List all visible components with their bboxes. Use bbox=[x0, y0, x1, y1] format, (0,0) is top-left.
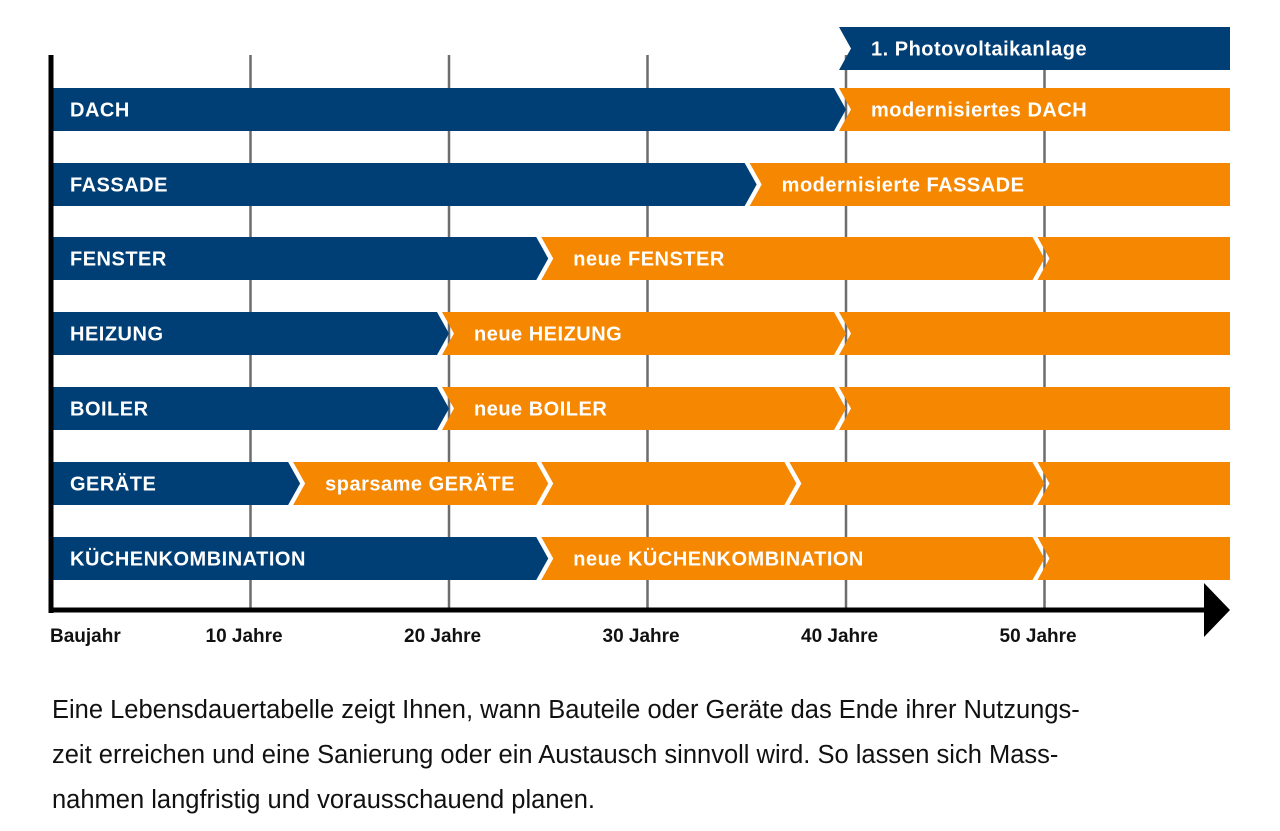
caption-text: Eine Lebensdauertabelle zeigt Ihnen, wan… bbox=[52, 688, 1252, 823]
caption-line: Eine Lebensdauertabelle zeigt Ihnen, wan… bbox=[52, 696, 1080, 724]
row-dach: DACH modernisiertes DACH bbox=[52, 88, 1230, 131]
segment-replacement bbox=[839, 387, 1230, 430]
segment-label: sparsame GERÄTE bbox=[325, 473, 515, 496]
segment-replacement bbox=[541, 462, 797, 505]
segment-label: DACH bbox=[70, 100, 130, 122]
segment-original bbox=[52, 537, 549, 580]
x-tick-label: 50 Jahre bbox=[1000, 626, 1077, 647]
segment-original bbox=[52, 312, 449, 355]
row-fenster: FENSTER neue FENSTER bbox=[52, 237, 1230, 280]
segment-label: 1. Photovoltaikanlage bbox=[871, 39, 1087, 61]
x-tick-label: Baujahr bbox=[50, 626, 121, 647]
segment-replacement bbox=[749, 163, 1230, 206]
segment-label: neue KÜCHENKOMBINATION bbox=[573, 548, 864, 571]
segment-original bbox=[52, 163, 757, 206]
segment-replacement bbox=[839, 88, 1230, 131]
row-heizung: HEIZUNG neue HEIZUNG bbox=[52, 312, 1230, 355]
segment-replacement bbox=[541, 237, 1045, 280]
segment-label: KÜCHENKOMBINATION bbox=[70, 548, 306, 571]
segment-original bbox=[52, 237, 549, 280]
segment-label: neue BOILER bbox=[474, 399, 607, 421]
segment-label: FASSADE bbox=[70, 175, 168, 197]
segment-label: HEIZUNG bbox=[70, 324, 164, 346]
segment-original bbox=[839, 27, 1230, 70]
timeline-rows: 1. Photovoltaikanlage DACH modernisiertes … bbox=[52, 27, 1230, 580]
lifespan-timeline-chart: 1. Photovoltaikanlage DACH modernisiertes … bbox=[48, 27, 1230, 647]
x-tick-label: 40 Jahre bbox=[801, 626, 878, 647]
segment-label: modernisierte FASSADE bbox=[782, 175, 1025, 197]
row-geräte: GERÄTE sparsame GERÄTE bbox=[52, 462, 1230, 505]
segment-original bbox=[52, 462, 301, 505]
segment-label: BOILER bbox=[70, 399, 149, 421]
segment-original bbox=[52, 387, 449, 430]
row-photovoltaikanlage: 1. Photovoltaikanlage bbox=[839, 27, 1230, 70]
segment-replacement bbox=[1037, 237, 1230, 280]
x-tick-label: 10 Jahre bbox=[206, 626, 283, 647]
segment-replacement bbox=[541, 537, 1045, 580]
segment-replacement bbox=[839, 312, 1230, 355]
row-fassade: FASSADE modernisierte FASSADE bbox=[52, 163, 1230, 206]
x-tick-label: 30 Jahre bbox=[603, 626, 680, 647]
segment-replacement bbox=[293, 462, 549, 505]
segment-replacement bbox=[442, 312, 846, 355]
segment-label: neue HEIZUNG bbox=[474, 324, 622, 346]
x-tick-label: 20 Jahre bbox=[404, 626, 481, 647]
x-axis-arrowhead-icon bbox=[1204, 583, 1230, 637]
segment-original bbox=[52, 88, 846, 131]
segment-label: GERÄTE bbox=[70, 473, 156, 496]
row-küchenkombination: KÜCHENKOMBINATION neue KÜCHENKOMBINATION bbox=[52, 537, 1230, 580]
axes bbox=[48, 55, 1230, 637]
caption-line: zeit erreichen und eine Sanierung oder e… bbox=[52, 741, 1059, 769]
segment-replacement bbox=[1037, 462, 1230, 505]
segment-replacement bbox=[1037, 537, 1230, 580]
segment-replacement bbox=[442, 387, 846, 430]
segment-label: FENSTER bbox=[70, 249, 167, 271]
segment-label: modernisiertes DACH bbox=[871, 100, 1087, 122]
segment-label: neue FENSTER bbox=[573, 249, 725, 271]
caption-line: nahmen langfristig und vorausschauend pl… bbox=[52, 786, 595, 814]
segment-replacement bbox=[789, 462, 1045, 505]
x-tick-labels: Baujahr 10 Jahre 20 Jahre 30 Jahre 40 Jahre 5… bbox=[50, 626, 1077, 647]
row-boiler: BOILER neue BOILER bbox=[52, 387, 1230, 430]
